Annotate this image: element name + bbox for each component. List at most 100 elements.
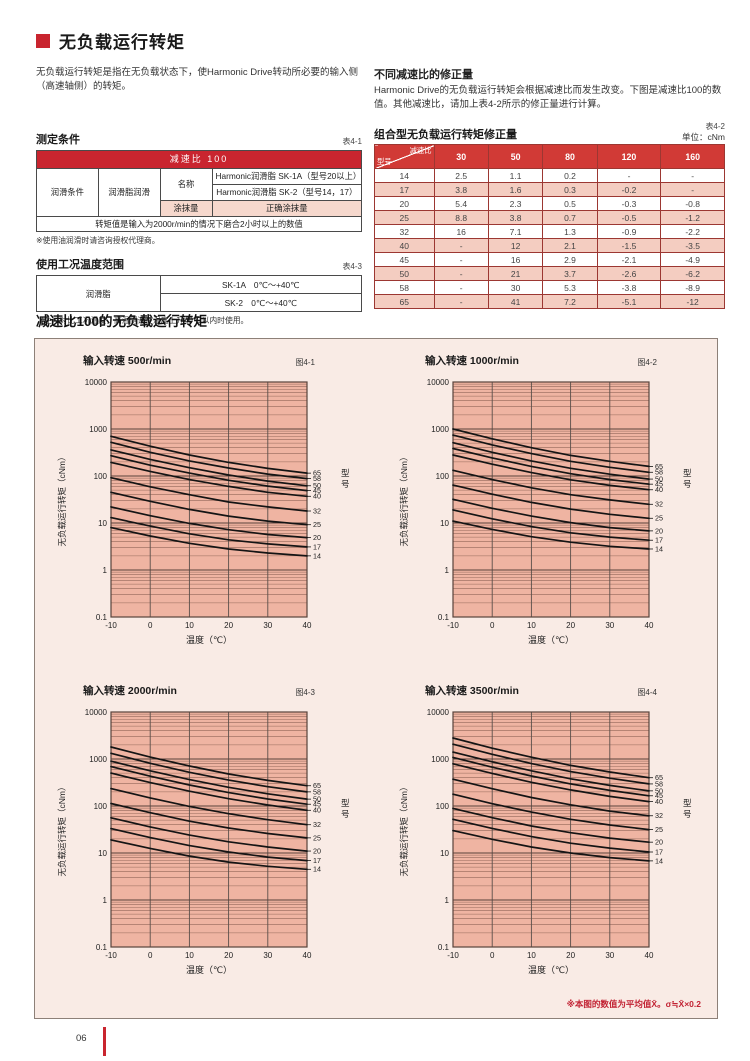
charts-panel: 输入转速 500r/min 图4-1 -10 0 10 20 30 40 10000 1000… [34, 338, 718, 1019]
svg-text:0.1: 0.1 [96, 943, 108, 952]
svg-text:58: 58 [655, 779, 663, 788]
svg-text:30: 30 [605, 621, 614, 630]
svg-text:50: 50 [655, 474, 663, 483]
chart-head: 输入转速 1000r/min 图4-2 [391, 353, 723, 370]
torque-footnote-cell: 转矩值是输入为2000r/min的情况下磨合2小时以上的数值 [36, 215, 362, 233]
svg-text:100: 100 [94, 802, 108, 811]
svg-text:40: 40 [313, 806, 321, 815]
chart-3500rpm: 输入转速 3500r/min 图4-4 -10 0 10 20 30 40 10000 100… [391, 683, 723, 987]
svg-text:100: 100 [436, 802, 450, 811]
svg-text:32: 32 [655, 500, 663, 509]
table-4-3-label: 表4-3 [342, 262, 362, 272]
svg-text:45: 45 [655, 791, 663, 800]
svg-text:17: 17 [655, 536, 663, 545]
svg-text:10: 10 [98, 519, 107, 528]
measurement-heading: 测定条件 [36, 133, 80, 146]
chart-head: 输入转速 3500r/min 图4-4 [391, 683, 723, 700]
svg-text:-10: -10 [447, 621, 459, 630]
chart-title: 输入转速 3500r/min [425, 685, 519, 697]
svg-text:号: 号 [683, 809, 692, 819]
svg-text:型: 型 [341, 798, 350, 808]
svg-text:17: 17 [313, 856, 321, 865]
svg-text:1: 1 [103, 566, 108, 575]
left-column: 无负载运行转矩是指在无负载状态下，使Harmonic Drive转动所必要的输入… [36, 66, 362, 326]
grease-name-1: Harmonic润滑脂 SK-1A（型号20以上） [211, 168, 362, 185]
svg-text:10: 10 [527, 621, 536, 630]
svg-text:0.1: 0.1 [438, 613, 450, 622]
amount-value-cell: 正确涂抹量 [211, 199, 362, 217]
svg-text:10: 10 [185, 951, 194, 960]
svg-text:10000: 10000 [427, 378, 450, 387]
panel-note: ※本图的数值为平均值X̄。σ≒X̄×0.2 [566, 999, 701, 1009]
svg-text:25: 25 [313, 833, 321, 842]
ratio-column-header: 50 [487, 144, 544, 170]
chart-500rpm: 输入转速 500r/min 图4-1 -10 0 10 20 30 40 10000 1000… [49, 353, 381, 657]
chart-plot: -10 0 10 20 30 401000010001001010.16558504540… [399, 708, 692, 975]
svg-text:40: 40 [313, 492, 321, 501]
grease-name-2: Harmonic润滑脂 SK-2（型号14，17） [211, 183, 362, 201]
amount-label-cell: 涂抹量 [159, 199, 213, 217]
page-number: 06 [76, 1033, 87, 1044]
correction-table: 减速比 型号 30 50 80 120 160 14 2.5 1.1 0.2- -17 3.8 1.… [374, 144, 725, 310]
svg-text:10000: 10000 [427, 708, 450, 717]
svg-text:40: 40 [655, 797, 663, 806]
svg-text:58: 58 [655, 468, 663, 477]
ratio-column-header: 120 [596, 144, 662, 170]
ratio-column-header: 80 [542, 144, 598, 170]
correction-table-head: 组合型无负载运行转矩修正量 表4-2 单位：cNm [374, 122, 725, 143]
svg-text:20: 20 [224, 951, 233, 960]
svg-text:50: 50 [655, 786, 663, 795]
svg-text:1000: 1000 [89, 425, 107, 434]
ratio-column-header: 30 [433, 144, 489, 170]
svg-text:10: 10 [185, 621, 194, 630]
svg-text:号: 号 [341, 809, 350, 819]
chart-title: 输入转速 1000r/min [425, 355, 519, 367]
temperature-table: 润滑脂 SK-1A 0℃～+40℃ SK-2 0℃～+40℃ [36, 275, 362, 313]
svg-text:20: 20 [655, 838, 663, 847]
table-row: 14 2.5 1.1 0.2- - [374, 168, 725, 184]
svg-text:无负载运行转矩（cNm）: 无负载运行转矩（cNm） [399, 453, 409, 547]
table-row: 润滑条件 润滑脂润滑 名称 Harmonic润滑脂 SK-1A（型号20以上） [36, 168, 362, 217]
temperature-table-head: 使用工况温度范围 表4-3 [36, 256, 362, 272]
svg-text:10000: 10000 [85, 708, 108, 717]
svg-text:10: 10 [98, 849, 107, 858]
svg-text:-10: -10 [105, 621, 117, 630]
svg-text:45: 45 [655, 480, 663, 489]
svg-text:14: 14 [313, 865, 321, 874]
grease-lubrication-cell: 润滑脂润滑 [97, 168, 161, 217]
lubrication-condition-cell: 润滑条件 [36, 168, 99, 217]
correction-table-body: 14 2.5 1.1 0.2- -17 3.8 1.6 0.3 -0.2-20 5.4 2.3 0.5… [374, 168, 725, 310]
svg-text:1: 1 [445, 896, 450, 905]
svg-text:型: 型 [683, 468, 692, 478]
diag-ratio-label: 减速比 [409, 146, 432, 156]
page-number-bar [103, 1027, 106, 1056]
table-row: 减速比 100 [36, 149, 362, 170]
svg-text:无负载运行转矩（cNm）: 无负载运行转矩（cNm） [57, 783, 67, 877]
svg-text:25: 25 [313, 520, 321, 529]
svg-text:14: 14 [655, 856, 663, 865]
svg-text:58: 58 [313, 474, 321, 483]
svg-text:温度（℃）: 温度（℃） [528, 964, 574, 975]
svg-text:10: 10 [440, 519, 449, 528]
svg-text:100: 100 [94, 472, 108, 481]
svg-text:温度（℃）: 温度（℃） [186, 634, 232, 645]
chart-title: 输入转速 500r/min [83, 355, 172, 367]
svg-text:型: 型 [683, 798, 692, 808]
temp-range-2: SK-2 0℃～+40℃ [159, 293, 362, 313]
svg-text:20: 20 [224, 621, 233, 630]
table-row: 涂抹量 正确涂抹量 [37, 199, 362, 217]
chart-title: 输入转速 2000r/min [83, 685, 177, 697]
svg-text:45: 45 [313, 800, 321, 809]
chart-head: 输入转速 2000r/min 图4-3 [49, 683, 381, 700]
temperature-note: （注）对比工况温度，高温侧请在温度上升40℃以内时使用。 [36, 316, 249, 326]
svg-text:型: 型 [341, 468, 350, 478]
svg-text:50: 50 [313, 481, 321, 490]
chart-2000rpm: 输入转速 2000r/min 图4-3 -10 0 10 20 30 40 10000 100… [49, 683, 381, 987]
table-row: 润滑脂 SK-1A 0℃～+40℃ [36, 275, 362, 313]
table-row: 58-30 5.3 -3.8 -8.9 [374, 280, 725, 296]
svg-text:17: 17 [655, 847, 663, 856]
chart-head: 输入转速 500r/min 图4-1 [49, 353, 381, 370]
svg-text:20: 20 [313, 533, 321, 542]
svg-text:65: 65 [655, 773, 663, 782]
svg-text:25: 25 [655, 514, 663, 523]
